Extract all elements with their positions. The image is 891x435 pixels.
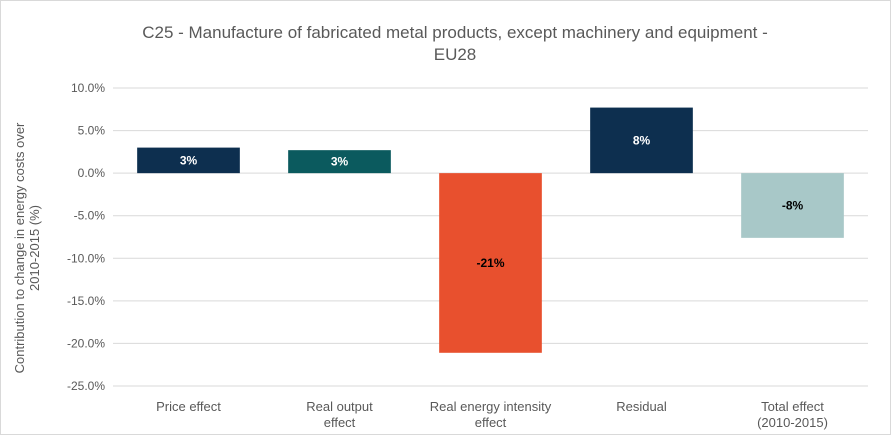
y-axis-title: Contribution to change in energy costs o… [12, 122, 42, 373]
y-tick-label: -20.0% [67, 336, 105, 350]
x-category-label: Price effect [156, 399, 221, 414]
bar [741, 173, 844, 238]
x-category-label: (2010-2015) [757, 415, 828, 430]
y-axis-title-line-1: Contribution to change in energy costs o… [12, 122, 27, 373]
x-category-label: Real energy intensity [430, 399, 552, 414]
data-label: 3% [180, 153, 198, 167]
y-tick-label: -5.0% [74, 209, 106, 223]
y-axis-title-line-2: 2010-2015 (%) [27, 205, 42, 291]
data-label: -8% [782, 198, 804, 212]
y-axis-ticks: 10.0% 5.0% 0.0% -5.0% -10.0% -15.0% -20.0% -25.… [67, 81, 105, 393]
bar [288, 150, 391, 174]
data-label: 3% [331, 155, 349, 169]
x-category-label: Total effect [761, 399, 824, 414]
x-category-label: Real output [306, 399, 373, 414]
chart-title-line-2: EU28 [434, 45, 477, 64]
bar [137, 147, 240, 174]
x-category-label: effect [324, 415, 356, 430]
y-tick-label: -10.0% [67, 251, 105, 265]
bars [137, 107, 844, 353]
chart-title-line-1: C25 - Manufacture of fabricated metal pr… [142, 23, 768, 42]
data-label: 8% [633, 133, 651, 147]
y-tick-label: 10.0% [71, 81, 105, 95]
data-labels: 3% 3% -21% 8% -8% [180, 133, 804, 270]
x-category-label: effect [475, 415, 507, 430]
bar [439, 173, 542, 353]
data-label: -21% [476, 256, 504, 270]
y-tick-label: 5.0% [78, 124, 106, 138]
x-category-label: Residual [616, 399, 667, 414]
y-tick-label: 0.0% [78, 166, 106, 180]
y-tick-label: -25.0% [67, 379, 105, 393]
bar [590, 107, 693, 174]
y-tick-label: -15.0% [67, 294, 105, 308]
